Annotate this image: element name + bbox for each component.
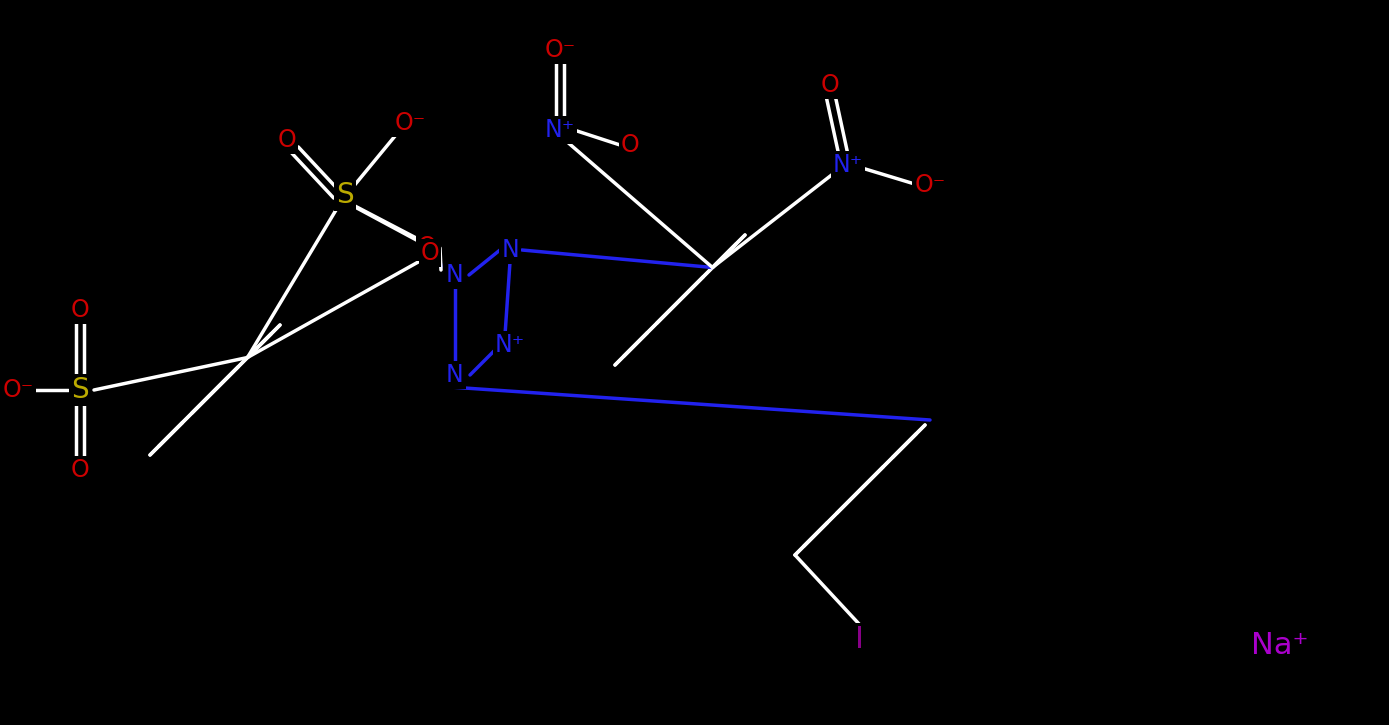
Text: O⁻: O⁻ — [914, 173, 946, 197]
Text: O: O — [278, 128, 296, 152]
Text: O: O — [821, 73, 839, 97]
Text: O⁻: O⁻ — [544, 38, 575, 62]
Text: O⁻: O⁻ — [544, 38, 575, 62]
Text: I: I — [856, 626, 864, 655]
Text: I: I — [856, 626, 864, 655]
Text: Na⁺: Na⁺ — [1251, 631, 1308, 660]
Text: N⁺: N⁺ — [833, 153, 863, 177]
Text: O⁻: O⁻ — [3, 378, 33, 402]
Text: O: O — [821, 73, 839, 97]
Text: N⁺: N⁺ — [494, 333, 525, 357]
Text: S: S — [336, 181, 354, 209]
Text: O: O — [71, 458, 89, 482]
Text: S: S — [71, 376, 89, 404]
Text: N: N — [446, 263, 464, 287]
Text: N⁺: N⁺ — [494, 333, 525, 357]
Text: O: O — [71, 298, 89, 322]
Text: S: S — [336, 181, 354, 209]
Text: O: O — [421, 241, 439, 265]
Text: O: O — [418, 235, 436, 259]
Text: N⁺: N⁺ — [833, 153, 863, 177]
Text: N⁺: N⁺ — [544, 118, 575, 142]
Text: O⁻: O⁻ — [394, 111, 425, 135]
Text: N: N — [501, 238, 519, 262]
Text: N: N — [501, 238, 519, 262]
Text: O⁻: O⁻ — [914, 173, 946, 197]
Text: O: O — [621, 133, 639, 157]
Text: S: S — [71, 376, 89, 404]
Text: O⁻: O⁻ — [394, 111, 425, 135]
Text: N⁺: N⁺ — [544, 118, 575, 142]
Text: N: N — [446, 363, 464, 387]
Text: O: O — [421, 241, 439, 265]
Text: O: O — [621, 133, 639, 157]
Text: O: O — [71, 458, 89, 482]
Text: O: O — [421, 241, 439, 265]
Text: N: N — [446, 363, 464, 387]
Text: O⁻: O⁻ — [3, 378, 33, 402]
Text: Na⁺: Na⁺ — [1251, 631, 1308, 660]
Text: N: N — [446, 263, 464, 287]
Text: O: O — [278, 128, 296, 152]
Text: O: O — [71, 298, 89, 322]
